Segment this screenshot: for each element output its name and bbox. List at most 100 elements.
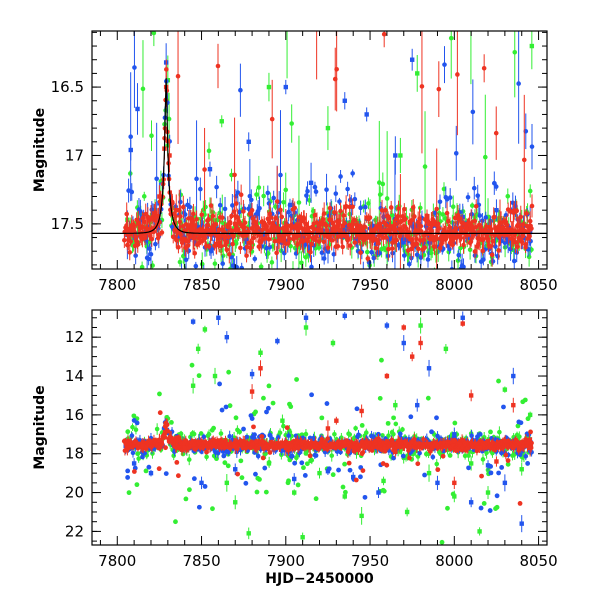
data-point xyxy=(154,176,159,182)
data-point xyxy=(326,466,332,472)
data-point xyxy=(128,239,133,244)
data-point xyxy=(283,84,288,90)
data-point xyxy=(352,240,358,245)
data-point xyxy=(504,222,509,227)
data-point xyxy=(397,431,403,437)
data-point xyxy=(265,190,271,196)
data-point xyxy=(499,465,505,470)
data-point xyxy=(468,500,474,505)
data-point xyxy=(391,415,396,421)
data-point xyxy=(153,241,158,247)
data-point xyxy=(494,493,500,499)
data-point xyxy=(179,271,184,276)
y-tick-label: 17.5 xyxy=(51,215,84,233)
data-point xyxy=(434,461,440,467)
data-point xyxy=(429,429,434,435)
data-point xyxy=(130,450,136,456)
data-point xyxy=(193,263,199,269)
data-point xyxy=(173,519,178,525)
data-point xyxy=(183,496,189,502)
data-point xyxy=(336,281,341,286)
data-point xyxy=(267,211,273,217)
data-point xyxy=(422,245,427,250)
data-point xyxy=(304,461,310,467)
data-point xyxy=(450,242,455,248)
data-point xyxy=(350,171,355,176)
data-point xyxy=(148,251,154,257)
data-point xyxy=(134,482,140,488)
data-point xyxy=(263,489,269,495)
data-point xyxy=(490,259,496,264)
data-point xyxy=(483,228,489,234)
data-point xyxy=(157,391,162,397)
data-point xyxy=(461,242,466,248)
data-point xyxy=(342,220,347,226)
data-point xyxy=(472,249,478,254)
data-point xyxy=(337,218,342,224)
data-point xyxy=(159,441,165,447)
data-point xyxy=(269,260,275,265)
series-2 xyxy=(122,31,535,269)
data-point xyxy=(146,464,152,470)
data-point xyxy=(283,187,289,193)
data-point xyxy=(246,139,251,144)
data-point xyxy=(238,458,244,464)
data-point xyxy=(340,244,345,250)
data-point xyxy=(486,238,491,244)
data-point xyxy=(319,415,325,421)
data-point xyxy=(266,383,272,389)
data-point xyxy=(233,467,238,472)
data-point xyxy=(462,453,468,459)
data-point xyxy=(239,475,245,481)
data-point xyxy=(505,461,511,467)
data-point xyxy=(520,233,526,239)
data-point xyxy=(493,130,499,136)
data-point xyxy=(131,418,137,423)
data-point xyxy=(338,449,343,455)
data-point xyxy=(477,529,482,534)
data-point xyxy=(148,216,154,221)
data-point xyxy=(397,244,403,249)
data-point xyxy=(171,453,177,459)
data-point xyxy=(329,238,334,243)
data-point xyxy=(347,243,353,248)
data-point xyxy=(493,244,498,249)
data-point xyxy=(484,450,489,456)
data-point xyxy=(400,453,406,459)
data-point xyxy=(492,233,497,238)
data-point xyxy=(425,395,431,401)
data-point xyxy=(159,230,165,235)
data-point xyxy=(258,350,263,355)
data-point xyxy=(213,221,219,227)
data-point xyxy=(266,236,272,242)
data-point xyxy=(183,257,189,263)
data-point xyxy=(208,203,214,208)
data-point xyxy=(334,67,339,72)
data-point xyxy=(125,227,130,232)
data-point xyxy=(202,167,207,172)
data-point xyxy=(304,221,309,227)
data-point xyxy=(432,244,437,250)
data-point xyxy=(445,505,450,511)
data-point xyxy=(525,461,531,466)
data-point xyxy=(415,402,420,408)
data-point xyxy=(261,193,266,199)
data-point xyxy=(341,213,346,218)
data-point xyxy=(325,125,331,131)
data-point xyxy=(130,424,135,430)
data-point xyxy=(488,429,493,435)
data-point xyxy=(496,378,501,384)
data-point xyxy=(417,450,422,456)
data-point xyxy=(458,235,463,241)
data-point xyxy=(313,189,319,194)
data-point xyxy=(296,200,302,205)
data-point xyxy=(233,221,238,227)
data-point xyxy=(247,211,253,217)
data-point xyxy=(288,404,294,410)
data-point xyxy=(244,244,250,250)
data-point xyxy=(249,197,254,203)
x-tick-label: 7950 xyxy=(351,276,389,294)
data-point xyxy=(426,366,432,371)
data-point xyxy=(270,400,276,406)
data-point xyxy=(131,413,137,419)
